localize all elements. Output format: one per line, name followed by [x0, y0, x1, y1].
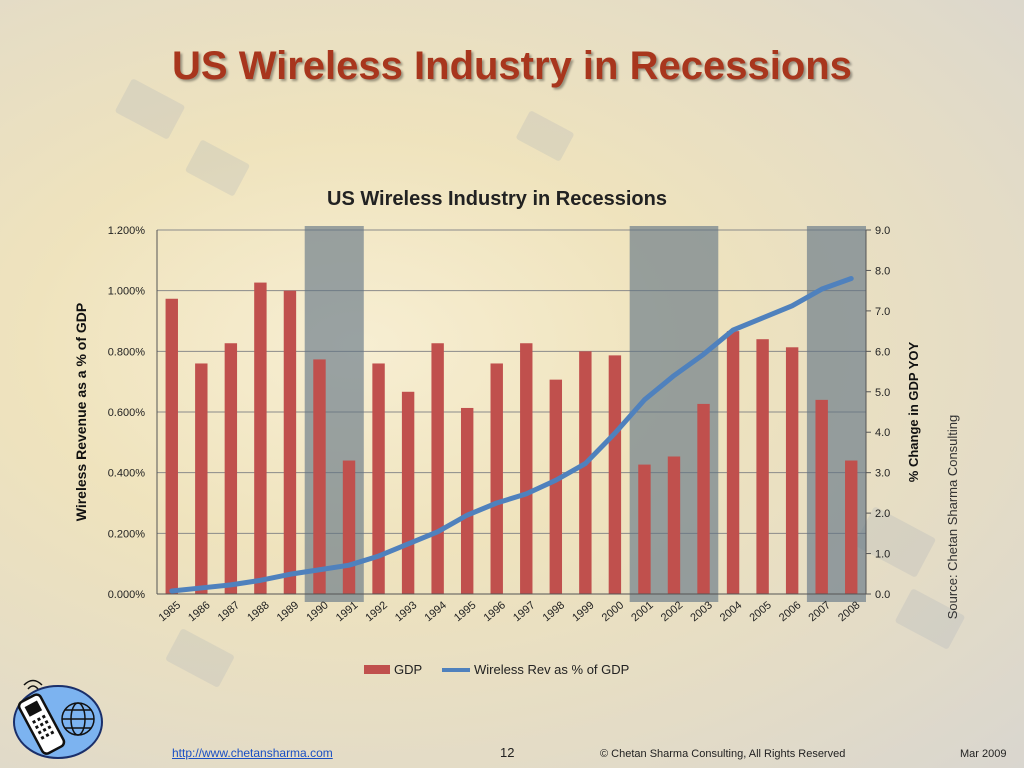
gdp-bar: [313, 359, 326, 594]
phone-globe-logo-icon: [13, 679, 103, 759]
source-note: Source: Chetan Sharma Consulting: [945, 415, 960, 620]
gdp-bar: [283, 290, 297, 594]
right-tick-label: 4.0: [875, 427, 890, 439]
gdp-bar: [372, 363, 385, 594]
x-tick-label: 1994: [422, 599, 448, 624]
wireless-series-line: [169, 276, 854, 594]
legend: GDP Wireless Rev as % of GDP: [364, 662, 629, 677]
slide-date: Mar 2009: [960, 748, 1007, 760]
x-tick-label: 2000: [600, 599, 626, 624]
gdp-bar: [431, 343, 444, 594]
x-tick-label: 2003: [688, 599, 714, 624]
gdp-bar: [608, 355, 622, 594]
gdp-bar: [638, 464, 651, 594]
right-tick-label: 1.0: [875, 549, 890, 561]
left-tick-label: 0.000%: [108, 589, 146, 601]
left-tick-label: 0.600%: [108, 407, 146, 419]
left-tick-label: 1.200%: [108, 225, 146, 237]
left-tick-label: 0.400%: [108, 468, 146, 480]
slide-title: US Wireless Industry in Recessions: [172, 44, 852, 88]
gdp-bar: [342, 460, 356, 594]
gdp-bar: [845, 460, 858, 594]
gdp-bar: [460, 407, 474, 594]
right-tick-label: 3.0: [875, 468, 890, 480]
left-tick-label: 1.000%: [108, 286, 146, 298]
right-tick-label: 6.0: [875, 346, 890, 358]
x-tick-label: 2004: [718, 599, 744, 624]
x-tick-label: 1995: [452, 599, 478, 624]
gdp-bar: [195, 363, 208, 594]
x-tick-label: 1986: [186, 599, 212, 624]
x-tick-label: 1996: [482, 599, 508, 624]
x-tick-label: 2008: [836, 599, 862, 624]
legend-label-wireless: Wireless Rev as % of GDP: [474, 662, 629, 677]
x-tick-label: 1990: [304, 599, 330, 624]
right-tick-label: 8.0: [875, 265, 890, 277]
x-tick-label: 1987: [216, 599, 242, 624]
legend-swatch-gdp: [364, 665, 390, 674]
gdp-bar: [579, 351, 592, 594]
gdp-bar: [549, 379, 563, 594]
copyright-text: © Chetan Sharma Consulting, All Rights R…: [600, 748, 846, 760]
gdp-bar: [756, 339, 769, 594]
right-tick-label: 5.0: [875, 387, 890, 399]
gdp-bar: [490, 363, 503, 594]
gdp-bar: [165, 298, 178, 594]
x-tick-label: 1991: [334, 599, 360, 624]
left-tick-label: 0.200%: [108, 528, 146, 540]
gdp-bar: [785, 347, 799, 594]
x-tick-label: 1993: [393, 599, 419, 624]
x-tick-label: 2005: [747, 599, 773, 624]
gdp-bars: [165, 282, 858, 594]
x-tick-label: 2002: [659, 599, 685, 624]
x-tick-label: 2006: [777, 599, 803, 624]
x-tick-label: 1988: [245, 599, 271, 624]
gdp-bar: [667, 456, 681, 594]
gdp-bar: [254, 282, 267, 594]
x-tick-label: 1997: [511, 599, 537, 624]
page-number: 12: [500, 745, 515, 760]
right-tick-label: 7.0: [875, 306, 890, 318]
x-tick-label: 2001: [629, 599, 655, 624]
x-tick-label: 1998: [541, 599, 567, 624]
gdp-bar: [224, 343, 238, 594]
x-tick-label: 1999: [570, 599, 596, 624]
left-tick-label: 0.800%: [108, 346, 146, 358]
right-tick-label: 9.0: [875, 225, 890, 237]
left-axis-label: Wireless Revenue as a % of GDP: [73, 303, 89, 522]
x-tick-label: 1992: [363, 599, 389, 624]
legend-label-gdp: GDP: [394, 662, 422, 677]
x-tick-label: 2007: [807, 599, 833, 624]
gdp-bar: [726, 331, 740, 594]
right-axis-label: % Change in GDP YOY: [906, 341, 921, 482]
x-tick-label: 1989: [275, 599, 301, 624]
gdp-bar: [401, 391, 415, 594]
right-tick-label: 0.0: [875, 589, 890, 601]
gdp-bar: [697, 403, 710, 594]
chart-title: US Wireless Industry in Recessions: [327, 188, 667, 210]
footer-website-link[interactable]: http://www.chetansharma.com: [172, 746, 333, 760]
x-tick-label: 1985: [157, 599, 183, 624]
gdp-bar: [520, 343, 533, 594]
gdp-bar: [815, 399, 828, 594]
wireless-line: [169, 276, 854, 594]
right-tick-label: 2.0: [875, 508, 890, 520]
